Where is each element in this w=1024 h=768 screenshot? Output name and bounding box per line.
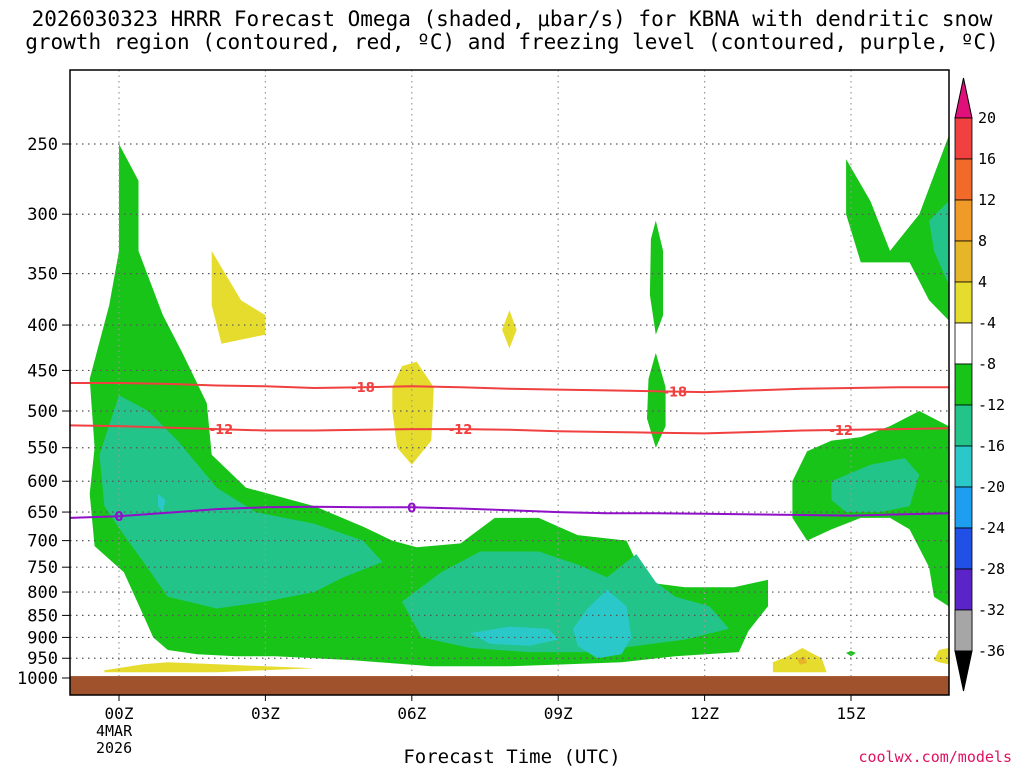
y-tick-label: 500 xyxy=(27,402,58,422)
x-tick-label: 00Z xyxy=(105,704,134,723)
dgz-minus-12-line xyxy=(70,424,949,435)
colorbar-label: -8 xyxy=(978,355,996,373)
date-day-label: 4MAR xyxy=(96,722,133,740)
colorbar-label: 16 xyxy=(978,150,996,168)
colorbar-swatch xyxy=(954,568,973,611)
y-tick-label: 450 xyxy=(27,361,58,381)
omega-minus12-b xyxy=(470,626,559,646)
y-tick-label: 850 xyxy=(27,606,58,626)
colorbar-label: -24 xyxy=(978,519,1005,537)
omega-minus8-right-lower xyxy=(831,458,920,513)
dgz-minus-12-label: -12 xyxy=(210,423,234,438)
omega-minus12-c xyxy=(572,589,632,659)
colorbar-label: 12 xyxy=(978,191,996,209)
colorbar-label: -32 xyxy=(978,601,1005,619)
colorbar-label: -36 xyxy=(978,642,1005,660)
chart-title-line-1: 2026030323 HRRR Forecast Omega (shaded, … xyxy=(31,7,993,31)
x-tick-label: 09Z xyxy=(544,704,573,723)
colorbar-label: -28 xyxy=(978,560,1005,578)
omega-plus4-f xyxy=(934,648,949,665)
dgz-minus-12-label: -12 xyxy=(829,424,853,439)
colorbar-label: 8 xyxy=(978,232,987,250)
y-tick-label: 250 xyxy=(27,135,58,155)
y-tick-label: 950 xyxy=(27,649,58,669)
x-tick-label: 06Z xyxy=(397,704,426,723)
freezing-level-label: 0 xyxy=(407,501,416,516)
dgz-minus-18-label: -18 xyxy=(351,381,375,396)
y-tick-label: 900 xyxy=(27,628,58,648)
omega-minus8-mid xyxy=(402,551,729,653)
ground-surface xyxy=(70,676,949,695)
colorbar-swatch xyxy=(954,527,973,570)
freezing-level-line xyxy=(70,505,949,519)
dgz-minus-18-label: -18 xyxy=(664,386,688,401)
colorbar-swatch xyxy=(954,199,973,242)
colorbar-swatch xyxy=(954,486,973,529)
omega-minus12-a xyxy=(158,493,166,513)
colorbar-label: 20 xyxy=(978,109,996,127)
colorbar-swatch xyxy=(954,609,973,652)
colorbar-label: -16 xyxy=(978,437,1005,455)
date-year-label: 2026 xyxy=(96,739,133,757)
y-tick-label: 350 xyxy=(27,265,58,285)
colorbar-swatch xyxy=(954,445,973,488)
colorbar-swatch xyxy=(954,322,973,365)
colorbar-label: -12 xyxy=(978,396,1005,414)
colorbar-label: -4 xyxy=(978,314,996,332)
plot-frame xyxy=(69,69,950,696)
omega-minus4-spike2 xyxy=(647,352,666,448)
credit-link[interactable]: coolwx.com/models xyxy=(858,748,1012,766)
y-tick-label: 550 xyxy=(27,439,58,459)
freezing-level-label: 0 xyxy=(114,510,123,525)
x-tick-label: 12Z xyxy=(690,704,719,723)
colorbar-swatch xyxy=(954,158,973,201)
dgz-minus-18-line xyxy=(70,382,949,394)
colorbar-swatch xyxy=(954,240,973,283)
omega-plus8-a xyxy=(797,656,808,665)
dgz-minus-12-label: -12 xyxy=(449,423,473,438)
colorbar-swatch xyxy=(954,404,973,447)
omega-plus4-c xyxy=(392,361,434,465)
colorbar-bottom-arrow xyxy=(954,650,973,692)
y-tick-label: 1000 xyxy=(17,669,58,689)
colorbar-top-arrow xyxy=(954,77,973,119)
y-tick-label: 750 xyxy=(27,558,58,578)
y-tick-label: 700 xyxy=(27,532,58,552)
omega-plus4-d xyxy=(104,662,315,673)
omega-plus4-b xyxy=(502,310,517,349)
omega-plus4-a xyxy=(211,250,266,344)
colorbar-swatch xyxy=(954,281,973,324)
y-tick-label: 650 xyxy=(27,503,58,523)
colorbar-swatch xyxy=(954,117,973,160)
y-tick-label: 400 xyxy=(27,316,58,336)
omega-minus4-spike xyxy=(649,220,664,335)
omega-minus8-right-upper xyxy=(929,201,949,285)
omega-minus8-left xyxy=(99,395,383,609)
y-tick-label: 600 xyxy=(27,472,58,492)
x-tick-label: 03Z xyxy=(251,704,280,723)
y-tick-label: 800 xyxy=(27,583,58,603)
colorbar-label: -20 xyxy=(978,478,1005,496)
y-tick-label: 300 xyxy=(27,205,58,225)
x-axis-title: Forecast Time (UTC) xyxy=(403,746,621,768)
chart-title-line-2: growth region (contoured, red, ºC) and f… xyxy=(25,30,999,54)
colorbar-label: 4 xyxy=(978,273,987,291)
x-tick-label: 15Z xyxy=(837,704,866,723)
colorbar-swatch xyxy=(954,363,973,406)
